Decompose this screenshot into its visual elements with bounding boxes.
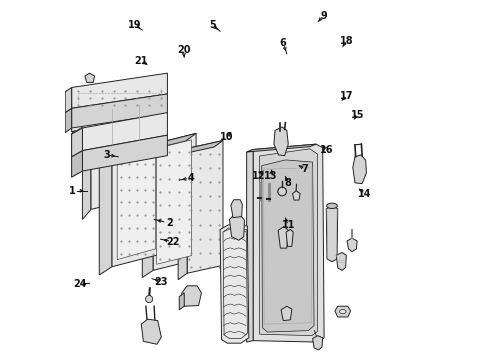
Polygon shape: [182, 286, 201, 306]
Polygon shape: [346, 238, 356, 252]
Text: 10: 10: [220, 132, 233, 142]
Polygon shape: [117, 137, 155, 260]
Text: 2: 2: [165, 218, 172, 228]
Polygon shape: [82, 138, 91, 220]
Polygon shape: [72, 100, 163, 132]
Text: 16: 16: [320, 144, 333, 154]
Polygon shape: [278, 226, 287, 248]
Polygon shape: [230, 200, 242, 218]
Polygon shape: [246, 149, 253, 342]
Text: 12: 12: [252, 171, 265, 181]
Polygon shape: [72, 128, 82, 157]
Text: 13: 13: [264, 171, 277, 181]
Ellipse shape: [326, 203, 337, 208]
Text: 21: 21: [134, 56, 148, 66]
Polygon shape: [178, 140, 223, 155]
Text: 15: 15: [350, 110, 364, 120]
Polygon shape: [229, 215, 244, 240]
Polygon shape: [82, 113, 167, 150]
Text: 19: 19: [128, 20, 142, 30]
Polygon shape: [325, 206, 337, 262]
Polygon shape: [281, 306, 291, 320]
Text: 7: 7: [301, 163, 307, 174]
Polygon shape: [72, 73, 167, 108]
Polygon shape: [72, 150, 82, 177]
Polygon shape: [312, 336, 322, 350]
Polygon shape: [246, 144, 316, 152]
Text: 9: 9: [319, 11, 326, 21]
Polygon shape: [253, 144, 324, 342]
Text: 1: 1: [69, 186, 76, 196]
Polygon shape: [72, 127, 82, 177]
Text: 17: 17: [340, 91, 353, 101]
Circle shape: [277, 187, 286, 196]
Text: 11: 11: [281, 220, 294, 230]
Polygon shape: [261, 160, 313, 332]
Polygon shape: [65, 108, 72, 133]
Polygon shape: [187, 140, 223, 273]
Polygon shape: [82, 131, 121, 148]
Text: 14: 14: [358, 189, 371, 199]
Circle shape: [145, 296, 152, 303]
Text: 22: 22: [166, 237, 179, 247]
Polygon shape: [334, 306, 350, 317]
Polygon shape: [259, 149, 317, 336]
Polygon shape: [153, 134, 196, 270]
Polygon shape: [65, 87, 72, 113]
Text: 4: 4: [187, 173, 194, 183]
Polygon shape: [112, 130, 160, 267]
Ellipse shape: [339, 310, 346, 314]
Polygon shape: [142, 134, 196, 151]
Text: 5: 5: [208, 20, 215, 30]
Polygon shape: [220, 225, 248, 343]
Polygon shape: [336, 252, 346, 270]
Polygon shape: [72, 94, 167, 128]
Text: 3: 3: [103, 150, 110, 160]
Polygon shape: [141, 319, 161, 344]
Polygon shape: [142, 144, 153, 278]
Polygon shape: [82, 135, 167, 171]
Polygon shape: [352, 155, 366, 184]
Text: 23: 23: [154, 277, 168, 287]
Polygon shape: [85, 73, 94, 82]
Polygon shape: [285, 229, 293, 246]
Polygon shape: [99, 142, 112, 275]
Text: 20: 20: [177, 45, 190, 55]
Polygon shape: [178, 148, 187, 280]
Text: 18: 18: [339, 36, 352, 46]
Polygon shape: [292, 191, 300, 200]
Text: 24: 24: [73, 279, 86, 289]
Polygon shape: [179, 293, 184, 310]
Polygon shape: [91, 131, 121, 210]
Polygon shape: [72, 118, 165, 134]
Polygon shape: [72, 128, 82, 157]
Polygon shape: [156, 140, 191, 264]
Polygon shape: [99, 130, 160, 150]
Text: 8: 8: [284, 178, 290, 188]
Text: 6: 6: [279, 38, 286, 48]
Polygon shape: [273, 127, 287, 156]
